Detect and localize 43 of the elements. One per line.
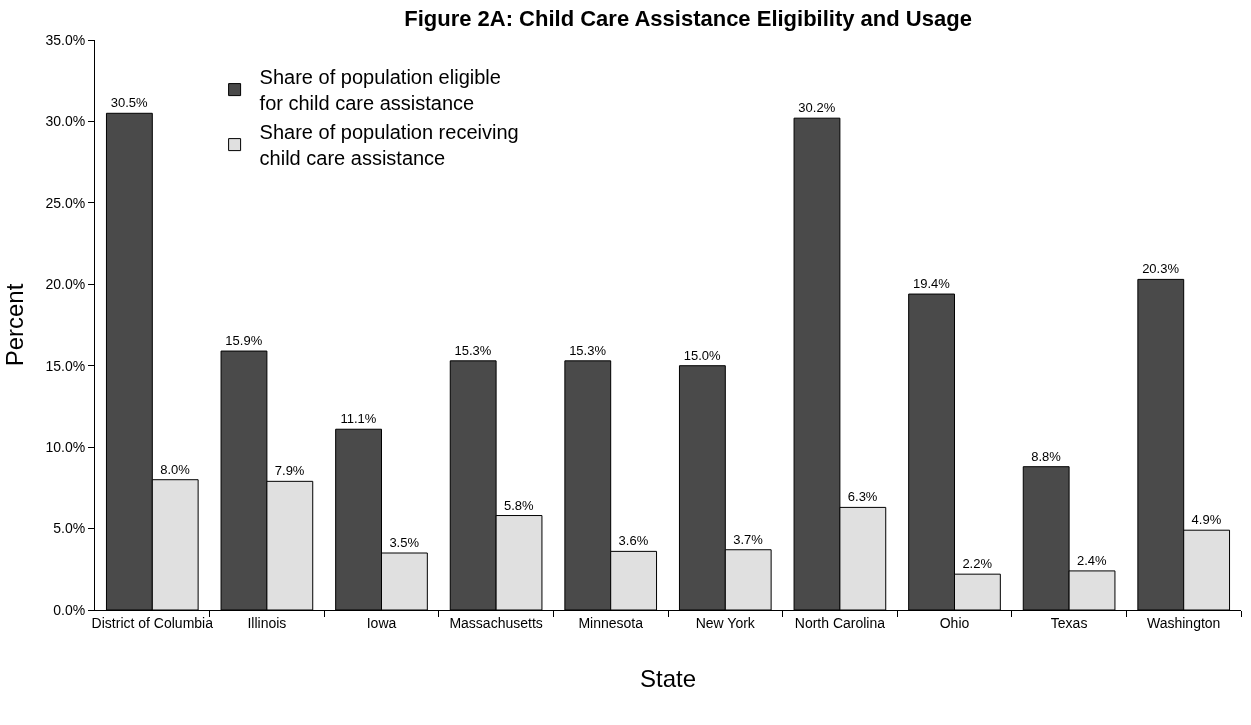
x-tick-label: New York bbox=[695, 614, 756, 631]
data-label: 3.6% bbox=[618, 533, 649, 549]
y-tick-label: 0.0% bbox=[53, 601, 86, 618]
y-tick-label: 35.0% bbox=[45, 31, 86, 48]
legend-label: Share of population eligible for child care assistance bbox=[259, 66, 501, 115]
data-label: 8.0% bbox=[160, 461, 191, 477]
data-label: 8.8% bbox=[1031, 448, 1062, 464]
data-label: 4.9% bbox=[1191, 512, 1222, 528]
x-tick-label: Minnesota bbox=[578, 614, 644, 631]
data-label: 2.4% bbox=[1076, 552, 1108, 568]
data-label: 3.5% bbox=[389, 535, 420, 550]
x-tick-label: North Carolina bbox=[794, 614, 886, 631]
y-tick-label: 5.0% bbox=[53, 520, 86, 537]
data-label: 19.4% bbox=[912, 276, 951, 292]
x-axis-title: State bbox=[639, 665, 697, 693]
x-tick-label: Illinois bbox=[247, 614, 287, 631]
data-label: 5.8% bbox=[503, 497, 535, 513]
y-tick-label: 10.0% bbox=[45, 439, 86, 456]
y-tick-label: 20.0% bbox=[45, 276, 86, 293]
data-label: 11.1% bbox=[340, 411, 377, 427]
data-label: 6.3% bbox=[847, 489, 878, 505]
data-label: 15.3% bbox=[454, 342, 492, 358]
x-tick-label: District of Columbia bbox=[91, 614, 214, 631]
legend-label: Share of population receiving child care assistance bbox=[259, 121, 519, 170]
y-axis-title: Percent bbox=[0, 283, 28, 367]
data-label: 15.0% bbox=[683, 347, 722, 363]
x-tick-label: Ohio bbox=[939, 614, 970, 631]
data-label: 30.2% bbox=[798, 100, 836, 116]
data-label: 20.3% bbox=[1142, 261, 1180, 277]
x-tick-label: Massachusetts bbox=[449, 614, 543, 631]
chart-title: Figure 2A: Child Care Assistance Eligibility and Usage bbox=[404, 6, 972, 32]
x-tick-label: Iowa bbox=[366, 614, 397, 631]
data-label: 7.9% bbox=[274, 463, 305, 479]
data-label: 15.3% bbox=[569, 342, 607, 358]
data-label: 30.5% bbox=[110, 95, 149, 111]
x-tick-label: Texas bbox=[1050, 614, 1088, 631]
x-tick-label: Washington bbox=[1146, 614, 1221, 631]
data-label: 2.2% bbox=[962, 556, 993, 572]
y-tick-label: 15.0% bbox=[45, 357, 86, 374]
data-label: 3.7% bbox=[733, 531, 764, 547]
y-tick-label: 30.0% bbox=[45, 113, 86, 130]
data-label: 15.9% bbox=[225, 333, 263, 349]
y-tick-label: 25.0% bbox=[45, 194, 86, 211]
